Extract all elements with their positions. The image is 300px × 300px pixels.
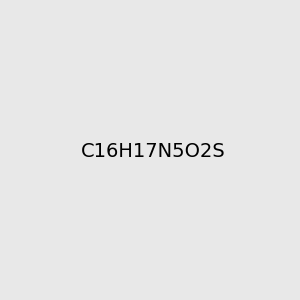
Text: C16H17N5O2S: C16H17N5O2S	[81, 142, 226, 161]
